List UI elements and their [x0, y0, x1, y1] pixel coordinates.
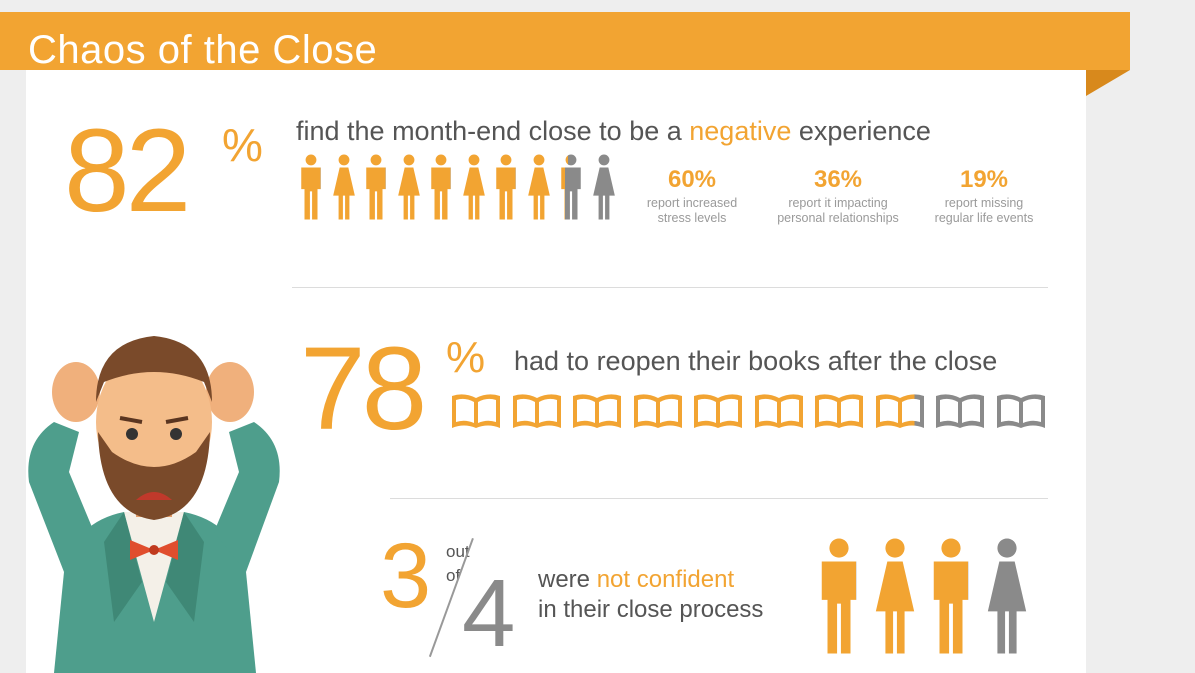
book-icon [815, 394, 863, 428]
book-icon [694, 394, 742, 428]
stat-82-number: 82 [64, 105, 191, 237]
stressed-man-illustration [28, 336, 280, 673]
stat-82-percent: % [222, 119, 263, 171]
headline-highlight: negative [689, 116, 792, 146]
book-icon [512, 394, 561, 428]
people-icon-row [298, 152, 628, 224]
sub-stat-desc: report increased stress levels [612, 196, 772, 226]
man-icon [366, 154, 386, 220]
man-icon [821, 538, 857, 654]
sub-stat-value: 19% [959, 166, 1009, 193]
man-icon [301, 154, 321, 220]
sub-stat-line: report increased [646, 196, 738, 210]
sub-stat-desc: report missing regular life events [904, 196, 1064, 226]
page-title: Chaos of the Close [28, 28, 378, 72]
book-icon [936, 394, 984, 428]
stat-3of4-headline-line2: in their close process [538, 596, 764, 623]
man-icon [496, 154, 516, 220]
people-icon-row-large [816, 534, 1046, 662]
sub-stat-stress: 60% report increased stress levels [612, 166, 772, 226]
woman-icon [397, 154, 420, 220]
man-icon [431, 154, 451, 220]
book-icon [573, 394, 621, 428]
woman-icon [332, 154, 355, 220]
sub-stat-desc: report it impacting personal relationship… [758, 196, 918, 226]
fraction-numerator: 3 [380, 525, 432, 627]
sub-stat-line: personal relationships [777, 211, 899, 225]
stat-78-number: 78 [300, 323, 427, 455]
man-icon [561, 154, 581, 220]
book-icon [633, 394, 682, 428]
fraction-denominator: 4 [462, 560, 516, 667]
man-icon [933, 538, 969, 654]
sub-stat-life-events: 19% report missing regular life events [904, 166, 1064, 226]
book-icon [996, 394, 1045, 428]
divider [390, 498, 1048, 499]
banner-fold [1086, 70, 1130, 96]
woman-icon [875, 538, 915, 654]
woman-icon [987, 538, 1027, 654]
book-icon [875, 394, 924, 428]
sub-stat-line: stress levels [657, 211, 727, 225]
divider [292, 287, 1048, 288]
stat-82-headline: find the month-end close to be a negativ… [296, 116, 931, 147]
headline-highlight: not confident [596, 566, 735, 593]
sub-stat-line: regular life events [934, 211, 1034, 225]
headline-text: find the month-end close to be a [296, 116, 690, 146]
sub-stat-relationships: 36% report it impacting personal relation… [758, 166, 918, 226]
headline-text: were [538, 566, 597, 593]
book-icon-row [452, 392, 1062, 432]
stat-3of4-headline: were not confident [538, 566, 734, 594]
stat-78-percent: % [446, 333, 486, 382]
book-icon [452, 394, 500, 428]
sub-stat-value: 36% [813, 166, 863, 193]
stat-78-headline: had to reopen their books after the clos… [514, 346, 998, 376]
woman-icon [592, 154, 615, 220]
book-icon [754, 394, 803, 428]
headline-text: experience [791, 116, 931, 146]
sub-stat-value: 60% [667, 166, 717, 193]
woman-icon [462, 154, 485, 220]
woman-icon [527, 154, 550, 220]
sub-stat-line: report it impacting [788, 196, 888, 210]
sub-stat-line: report missing [944, 196, 1024, 210]
title-banner: Chaos of the Close [0, 12, 1130, 72]
fraction-out-label: out [446, 542, 470, 561]
